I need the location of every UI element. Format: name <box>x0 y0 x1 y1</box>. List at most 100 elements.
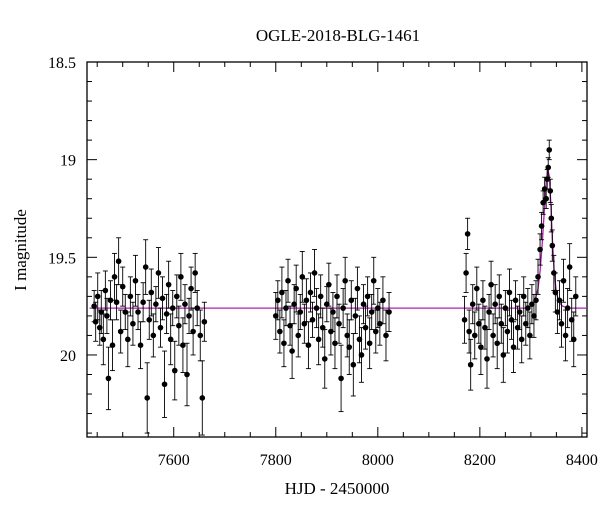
data-point <box>305 342 312 349</box>
data-point <box>360 301 367 307</box>
data-point <box>117 328 124 335</box>
data-point <box>319 324 326 331</box>
data-point <box>364 293 371 300</box>
y-tick-labels: 18.5 19 19.5 20 <box>48 55 76 365</box>
data-point <box>525 305 531 311</box>
data-point <box>494 340 501 347</box>
data-point <box>344 332 351 339</box>
axis-ticks <box>87 61 587 437</box>
y-tick-label: 20 <box>60 348 76 365</box>
data-point <box>287 322 293 329</box>
data-point <box>317 293 324 300</box>
data-point <box>564 305 571 311</box>
data-point <box>476 320 482 327</box>
plot-frame <box>86 61 588 438</box>
x-tick-labels: 7600 7800 8000 8200 8400 <box>158 452 598 469</box>
data-point <box>540 199 546 206</box>
data-point <box>102 287 109 294</box>
data-point <box>527 332 533 339</box>
y-tick-label: 18.5 <box>48 55 76 72</box>
data-point <box>334 293 340 300</box>
data-point <box>370 277 377 284</box>
data-point <box>111 274 118 280</box>
data-point <box>520 293 527 300</box>
data-point <box>115 258 122 265</box>
x-axis-title: HJD - 2450000 <box>285 479 390 498</box>
data-point <box>144 395 151 401</box>
data-point <box>295 332 302 339</box>
data-point <box>148 289 155 296</box>
data-point <box>307 289 314 296</box>
data-point <box>368 309 375 315</box>
data-point <box>554 309 561 315</box>
data-point <box>498 320 505 327</box>
data-point <box>315 336 322 343</box>
data-point <box>119 283 126 290</box>
data-point <box>330 309 336 315</box>
data-point <box>338 375 344 382</box>
data-point <box>137 342 144 349</box>
data-points-layer <box>91 139 579 436</box>
data-point <box>480 297 486 304</box>
data-point <box>380 297 386 304</box>
data-point <box>514 324 521 331</box>
data-point <box>492 301 498 307</box>
data-point <box>283 305 289 311</box>
data-point <box>332 340 338 347</box>
data-point <box>366 340 373 347</box>
model-curve <box>89 169 586 309</box>
data-point <box>537 246 543 253</box>
data-point <box>484 356 490 362</box>
data-point <box>186 313 192 319</box>
data-point <box>178 274 184 280</box>
chart-title: OGLE-2018-BLG-1461 <box>256 26 420 45</box>
data-point <box>482 324 488 331</box>
data-point <box>197 332 204 339</box>
data-point <box>293 285 299 292</box>
data-point <box>352 313 359 319</box>
data-point <box>508 317 515 323</box>
data-point <box>486 309 492 315</box>
data-point <box>463 270 469 276</box>
data-point <box>92 318 99 325</box>
data-point <box>377 320 383 327</box>
data-point <box>289 348 295 354</box>
data-point <box>544 176 551 182</box>
data-point <box>500 352 507 358</box>
data-point <box>512 297 519 304</box>
data-point <box>469 301 476 307</box>
data-point <box>522 320 529 327</box>
data-point <box>386 309 392 315</box>
data-point <box>340 305 346 311</box>
data-point <box>321 356 328 362</box>
data-point <box>98 309 105 315</box>
data-point <box>146 317 153 323</box>
data-point <box>199 395 206 401</box>
data-point <box>109 342 116 349</box>
data-point <box>291 301 297 307</box>
data-point <box>272 313 279 319</box>
data-point <box>516 309 523 315</box>
data-point <box>182 301 188 307</box>
data-point <box>496 293 503 300</box>
data-point <box>336 320 342 327</box>
data-point <box>311 270 318 276</box>
data-point <box>309 317 316 323</box>
data-point <box>466 328 472 335</box>
data-point <box>125 336 131 343</box>
data-point <box>510 344 517 350</box>
data-point <box>490 332 496 339</box>
data-point <box>297 309 304 315</box>
data-point <box>535 274 541 280</box>
data-point <box>105 375 112 382</box>
data-point <box>568 317 575 323</box>
data-point <box>464 231 471 237</box>
data-point <box>531 313 537 319</box>
x-tick-label: 8000 <box>362 452 394 469</box>
data-point <box>323 301 330 307</box>
data-point <box>548 215 555 222</box>
x-tick-label: 7800 <box>260 452 292 469</box>
data-point <box>326 281 332 288</box>
data-point <box>547 188 554 194</box>
data-point <box>299 274 306 280</box>
